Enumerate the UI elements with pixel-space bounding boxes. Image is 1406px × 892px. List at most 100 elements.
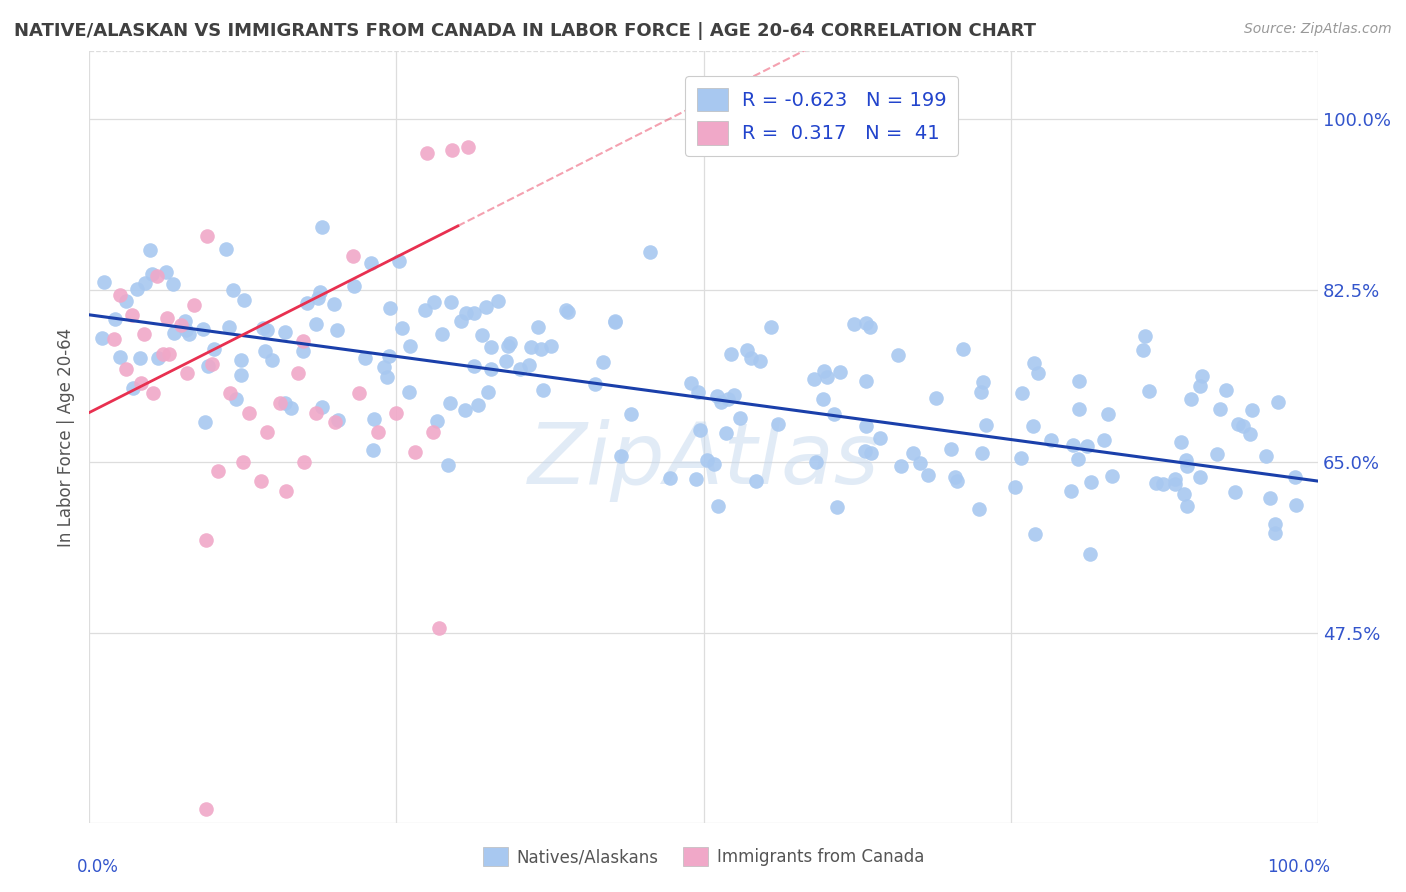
Text: 0.0%: 0.0% [77, 858, 118, 876]
Point [1097, 407, 1119, 421]
Point [1258, 491, 1281, 505]
Point [1092, 434, 1115, 448]
Point [707, 500, 730, 514]
Point [689, 423, 711, 437]
Point [479, 361, 502, 376]
Point [423, 295, 446, 310]
Point [152, 347, 174, 361]
Point [811, 392, 834, 406]
Point [174, 314, 197, 328]
Point [342, 249, 364, 263]
Point [440, 144, 463, 158]
Point [1060, 484, 1083, 499]
Point [391, 320, 413, 334]
Point [815, 370, 838, 384]
Point [322, 296, 344, 310]
Point [360, 256, 382, 270]
Point [115, 293, 138, 308]
Point [256, 323, 278, 337]
Point [176, 367, 198, 381]
Point [499, 336, 522, 351]
Point [477, 385, 499, 400]
Point [439, 396, 461, 410]
Point [925, 391, 948, 405]
Point [467, 398, 489, 412]
Point [238, 406, 260, 420]
Point [855, 374, 877, 388]
Point [201, 357, 224, 371]
Point [215, 243, 238, 257]
Point [685, 472, 707, 486]
Point [110, 350, 132, 364]
Point [474, 300, 496, 314]
Point [716, 425, 738, 440]
Point [177, 326, 200, 341]
Point [1022, 419, 1045, 434]
Point [104, 311, 127, 326]
Point [1067, 375, 1090, 389]
Point [385, 406, 408, 420]
Point [156, 311, 179, 326]
Point [155, 265, 177, 279]
Point [1227, 417, 1250, 432]
Point [378, 301, 401, 315]
Point [232, 454, 254, 468]
Point [972, 376, 994, 390]
Point [858, 319, 880, 334]
Point [1189, 379, 1212, 393]
Point [824, 407, 846, 421]
Point [191, 322, 214, 336]
Point [326, 323, 349, 337]
Text: Source: ZipAtlas.com: Source: ZipAtlas.com [1244, 22, 1392, 37]
Point [952, 342, 974, 356]
Point [939, 442, 962, 457]
Point [256, 425, 278, 440]
Point [610, 450, 633, 464]
Point [146, 351, 169, 366]
Point [274, 483, 297, 498]
Point [232, 293, 254, 307]
Point [142, 386, 165, 401]
Point [194, 802, 217, 816]
Point [305, 317, 328, 331]
Point [1144, 475, 1167, 490]
Point [945, 474, 967, 488]
Point [495, 353, 517, 368]
Point [1022, 356, 1045, 370]
Point [1080, 475, 1102, 489]
Point [274, 396, 297, 410]
Point [658, 471, 681, 485]
Point [970, 385, 993, 400]
Point [307, 291, 329, 305]
Point [342, 279, 364, 293]
Point [740, 351, 762, 366]
Text: 100.0%: 100.0% [1267, 858, 1330, 876]
Point [943, 470, 966, 484]
Point [463, 359, 485, 373]
Point [908, 456, 931, 470]
Point [280, 401, 302, 416]
Point [1078, 547, 1101, 561]
Point [349, 386, 371, 401]
Point [583, 377, 606, 392]
Point [1267, 394, 1289, 409]
Point [219, 386, 242, 401]
Point [1206, 447, 1229, 461]
Point [638, 244, 661, 259]
Point [1191, 368, 1213, 383]
Point [972, 445, 994, 459]
Point [129, 351, 152, 365]
Point [197, 228, 219, 243]
Point [486, 293, 509, 308]
Point [311, 219, 333, 234]
Point [890, 458, 912, 473]
Point [855, 316, 877, 330]
Point [1175, 500, 1198, 514]
Point [197, 359, 219, 373]
Point [1164, 477, 1187, 491]
Point [1039, 433, 1062, 447]
Point [141, 267, 163, 281]
Point [145, 268, 167, 283]
Point [803, 372, 825, 386]
Point [1076, 439, 1098, 453]
